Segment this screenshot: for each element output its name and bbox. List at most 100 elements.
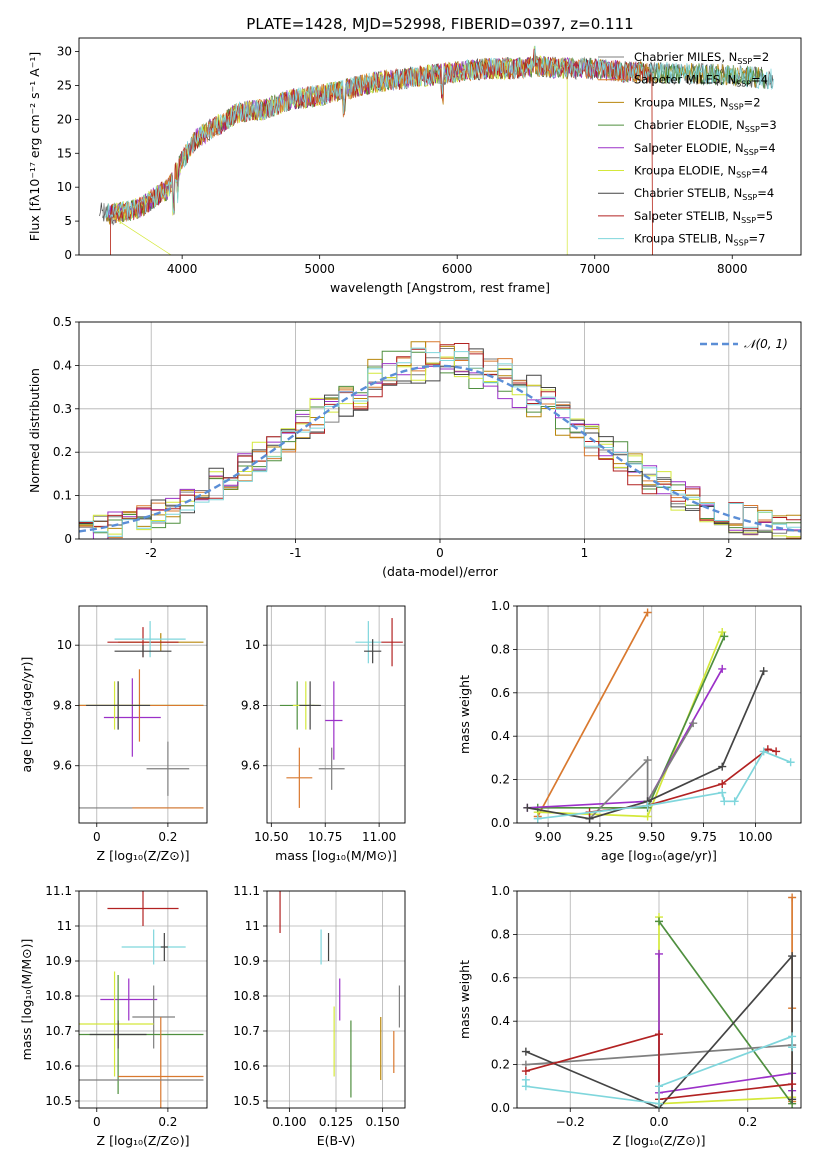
age-vs-Z-frame xyxy=(78,605,208,824)
mass-weight-vs-Z-ytick-label: 0.0 xyxy=(491,1101,510,1115)
residuals-plot-area xyxy=(79,341,801,539)
mass-vs-ebv-ytick-label: 11 xyxy=(245,919,260,933)
mass-weight-vs-age-marker xyxy=(718,628,727,637)
spectrum-ytick-label: 5 xyxy=(64,214,72,228)
mass-weight-vs-age-series-5 xyxy=(537,631,723,818)
mass-weight-vs-age-ytick-label: 0.4 xyxy=(491,729,510,743)
mass-weight-vs-Z-xtick-label: 0.2 xyxy=(738,1115,757,1129)
legend-nssp-value: 4 xyxy=(761,164,768,178)
mass-weight-vs-Z-series-4 xyxy=(658,953,793,1094)
age-vs-Z-ytick-label: 9.8 xyxy=(53,698,72,712)
mass-weight-vs-Z-marker xyxy=(788,1032,797,1041)
mass-weight-vs-Z-ytick-label: 0.2 xyxy=(491,1058,510,1072)
legend-model-name: Kroupa MILES xyxy=(634,95,713,109)
legend-nssp-prefix: , N xyxy=(713,95,729,109)
legend-nssp-value: 7 xyxy=(758,232,765,246)
mass-vs-ebv-ytick-label: 10.5 xyxy=(233,1094,260,1108)
residuals-xtick-label: 2 xyxy=(725,546,733,560)
age-vs-Z-ylabel: age [log₁₀(age/yr)] xyxy=(19,657,34,773)
residuals-xtick-label: 0 xyxy=(436,546,444,560)
spectrum-xtick-label: 6000 xyxy=(442,262,473,276)
mass-vs-ebv-ytick-label: 11.1 xyxy=(233,884,260,898)
mass-weight-vs-age-xtick-label: 9.00 xyxy=(535,830,562,844)
legend-nssp-eq: = xyxy=(759,141,769,155)
mass-weight-vs-age-xtick-label: 9.50 xyxy=(638,830,665,844)
mass-weight-vs-Z-ylabel: mass weight xyxy=(457,960,472,1039)
legend-nssp-sub: SSP xyxy=(745,125,760,134)
mass-weight-vs-Z-series-3 xyxy=(658,920,793,1105)
mass-vs-Z-panel: 0 0.2 10.5 10.6 10.7 10.8 10.9 11 11.1 Z [log₁₀(Z… xyxy=(19,884,208,1148)
mass-weight-vs-age-xtick-label: 9.75 xyxy=(690,830,717,844)
legend-nssp-value: 3 xyxy=(769,118,776,132)
residuals-frame xyxy=(78,321,802,540)
legend-nssp-sub: SSP xyxy=(736,80,751,89)
mass-weight-vs-Z-marker xyxy=(788,952,797,961)
legend-model-name: Salpeter STELIB xyxy=(634,209,725,223)
legend-nssp-eq: = xyxy=(744,95,754,109)
mass-weight-vs-Z-panel: −0.2 0.0 0.2 0.0 0.2 0.4 0.6 0.8 1.0 Z [log₁₀(Z/Z… xyxy=(457,884,802,1148)
legend-nssp-value: 5 xyxy=(766,209,773,223)
mass-vs-Z-frame xyxy=(78,890,208,1109)
spectrum-series-8 xyxy=(104,45,774,219)
mass-weight-vs-Z-marker xyxy=(788,1080,797,1089)
spectrum-ytick-label: 25 xyxy=(57,78,72,92)
mass-vs-ebv-xtick-label: 0.100 xyxy=(272,1115,306,1129)
spectrum-legend-entry: Salpeter ELODIE, NSSP=4 xyxy=(634,141,776,157)
spectrum-ylabel: Flux [fλ10⁻¹⁷ erg cm⁻² s⁻¹ A⁻¹] xyxy=(27,52,42,241)
legend-model-name: Chabrier STELIB xyxy=(634,186,726,200)
legend-nssp-value: 2 xyxy=(762,50,769,64)
residuals-ylabel: Normed distribution xyxy=(27,368,42,493)
mass-weight-vs-age-xtick-label: 9.25 xyxy=(587,830,614,844)
spectrum-ytick-label: 15 xyxy=(57,146,72,160)
mass-weight-vs-Z-marker xyxy=(521,1082,530,1091)
legend-model-name: Chabrier ELODIE xyxy=(634,118,729,132)
mass-weight-vs-Z-xtick-label: −0.2 xyxy=(556,1115,585,1129)
mass-vs-Z-ytick-label: 10.7 xyxy=(45,1024,72,1038)
mass-vs-Z-xtick-label: 0.2 xyxy=(158,1115,177,1129)
mass-weight-vs-age-series-6 xyxy=(527,670,765,820)
mass-weight-vs-age-ylabel: mass weight xyxy=(457,675,472,754)
mass-weight-vs-age-series-1 xyxy=(536,612,649,817)
age-vs-Z-xtick-label: 0 xyxy=(93,830,101,844)
mass-vs-ebv-frame xyxy=(266,890,406,1109)
legend-nssp-sub: SSP xyxy=(736,171,751,180)
mass-vs-Z-ytick-label: 10.5 xyxy=(45,1094,72,1108)
legend-model-name: Kroupa ELODIE xyxy=(634,164,720,178)
mass-weight-vs-Z-ytick-label: 0.4 xyxy=(491,1014,510,1028)
spectrum-ytick-label: 30 xyxy=(57,45,72,59)
mass-vs-ebv-xtick-label: 0.125 xyxy=(319,1115,353,1129)
spectrum-xtick-label: 5000 xyxy=(304,262,335,276)
mass-weight-vs-Z-marker xyxy=(788,893,797,902)
mass-vs-Z-ylabel: mass [log₁₀(M/M⊙)] xyxy=(19,939,34,1061)
mass-weight-vs-age-series-4 xyxy=(527,668,723,809)
spectrum-legend-entry: Kroupa ELODIE, NSSP=4 xyxy=(634,164,768,180)
mass-weight-vs-age-ytick-label: 0.2 xyxy=(491,773,510,787)
mass-vs-Z-xtick-label: 0 xyxy=(93,1115,101,1129)
spectrum-plot-area xyxy=(99,45,774,255)
legend-model-name: Chabrier MILES xyxy=(634,50,721,64)
residuals-xtick-label: -1 xyxy=(290,546,302,560)
mass-weight-vs-Z-xlabel: Z [log₁₀(Z/Z⊙)] xyxy=(613,1133,706,1148)
residuals-legend-label: 𝒩(0, 1) xyxy=(744,337,788,351)
legend-nssp-prefix: , N xyxy=(720,73,736,87)
age-vs-Z-panel: 0 0.2 9.6 9.8 10 Z [log₁₀(Z/Z⊙)] age [log₁₀(ag… xyxy=(19,605,208,863)
residuals-ytick-label: 0.4 xyxy=(53,358,72,372)
mass-weight-vs-Z-xtick-label: 0.0 xyxy=(649,1115,668,1129)
spectrum-ytick-label: 20 xyxy=(57,112,72,126)
mass-weight-vs-Z-series-6 xyxy=(525,953,793,1108)
legend-nssp-eq: = xyxy=(752,50,762,64)
mass-vs-ebv-ytick-label: 10.8 xyxy=(233,989,260,1003)
residuals-xtick-label: -2 xyxy=(145,546,157,560)
mass-weight-vs-Z-marker xyxy=(655,1082,663,1091)
age-vs-mass-panel: 10.50 10.75 11.00 9.6 9.8 10 mass [log₁₀(M/M⊙)… xyxy=(241,605,406,863)
mass-weight-vs-age-frame xyxy=(516,605,802,824)
mass-weight-vs-age-marker xyxy=(786,758,795,767)
spectrum-legend-entry: Chabrier ELODIE, NSSP=3 xyxy=(634,118,777,134)
mass-vs-ebv-plot-area xyxy=(279,891,401,1098)
residuals-ytick-label: 0.5 xyxy=(53,315,72,329)
mass-weight-vs-age-marker xyxy=(718,664,727,673)
mass-weight-vs-Z-marker xyxy=(655,1030,663,1039)
legend-nssp-prefix: , N xyxy=(718,232,734,246)
mass-weight-vs-age-marker xyxy=(718,762,727,771)
